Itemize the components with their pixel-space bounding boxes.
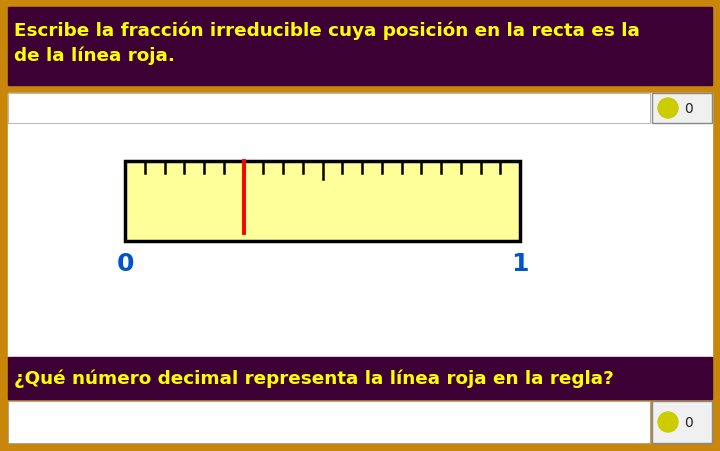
Bar — [8, 401, 650, 443]
Circle shape — [658, 99, 678, 119]
Text: 0: 0 — [684, 415, 693, 429]
Text: ¿Qué número decimal representa la línea roja en la regla?: ¿Qué número decimal representa la línea … — [14, 369, 614, 387]
Bar — [8, 94, 650, 124]
Bar — [652, 94, 712, 124]
Bar — [8, 357, 712, 399]
Text: 1: 1 — [511, 252, 528, 276]
Text: Escribe la fracción irreducible cuya posición en la recta es la
de la línea roja: Escribe la fracción irreducible cuya pos… — [14, 22, 640, 64]
Bar — [125, 161, 520, 241]
Bar — [652, 401, 712, 443]
Bar — [8, 8, 712, 86]
Text: 0: 0 — [684, 102, 693, 116]
Bar — [8, 94, 712, 356]
Circle shape — [658, 412, 678, 432]
Text: 0: 0 — [116, 252, 134, 276]
